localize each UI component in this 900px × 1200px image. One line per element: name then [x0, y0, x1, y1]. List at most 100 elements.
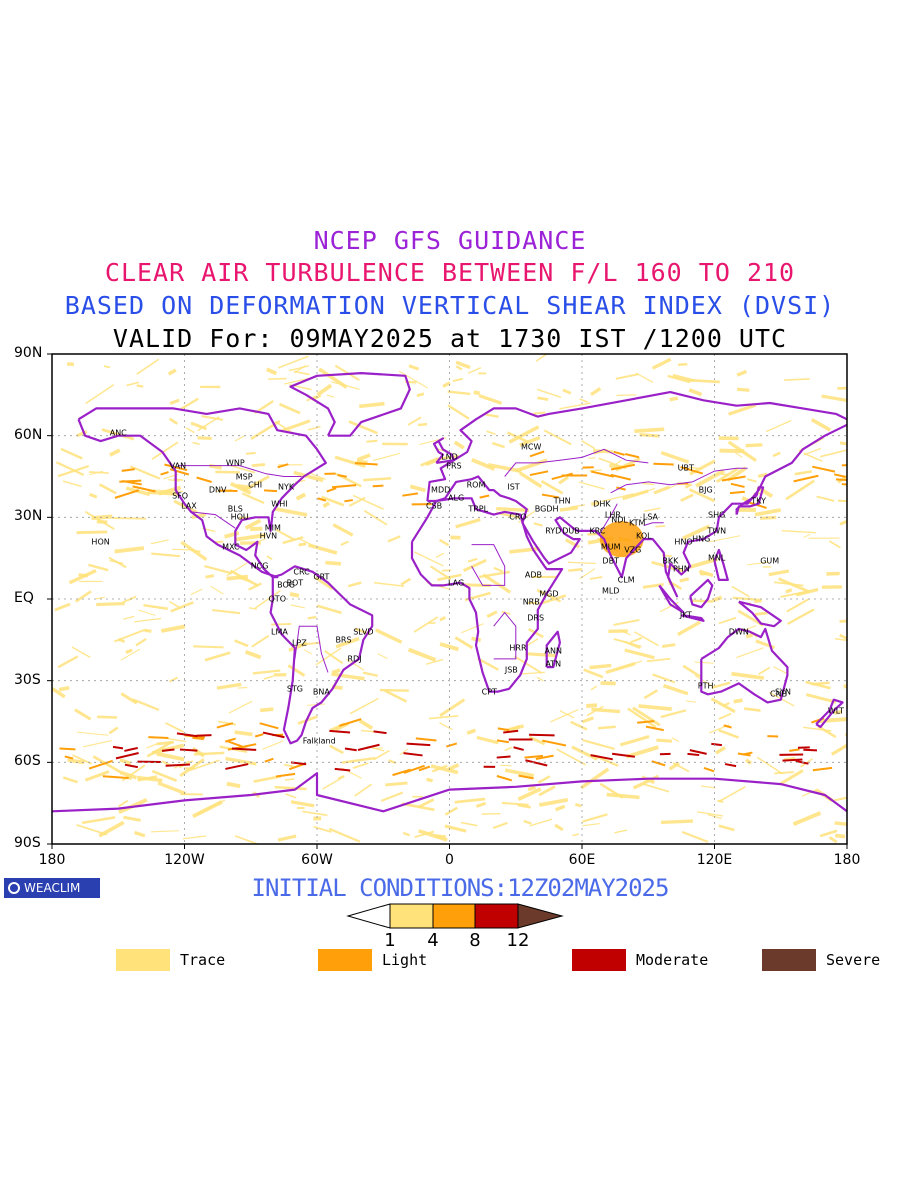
trace-patch — [263, 675, 274, 680]
trace-patch — [204, 564, 233, 575]
legend-moderate: Moderate — [572, 949, 708, 971]
city-label: TWN — [707, 526, 727, 536]
trace-patch — [486, 610, 498, 619]
legend-label: Light — [382, 951, 428, 969]
trace-patch — [380, 791, 404, 802]
trace-patch — [835, 637, 847, 644]
city-label: CLM — [617, 575, 635, 585]
trace-patch — [316, 383, 333, 397]
moderate-patch — [611, 752, 636, 758]
trace-patch — [440, 454, 459, 460]
trace-patch — [816, 495, 835, 502]
trace-patch — [834, 821, 847, 828]
city-label: KRC — [589, 526, 606, 536]
light-patch — [835, 478, 847, 482]
trace-patch — [515, 458, 548, 473]
trace-patch — [685, 700, 696, 703]
trace-patch — [372, 452, 401, 462]
trace-patch — [805, 693, 837, 704]
border — [599, 503, 618, 534]
trace-patch — [210, 585, 224, 595]
trace-patch — [745, 443, 763, 448]
city-label: MSP — [235, 472, 253, 481]
city-label: NDL — [611, 515, 628, 525]
trace-patch — [613, 619, 640, 626]
trace-patch — [363, 477, 392, 482]
trace-patch — [241, 492, 265, 505]
light-patch — [624, 453, 640, 459]
light-patch — [721, 475, 746, 482]
trace-patch — [467, 557, 478, 563]
trace-patch — [463, 583, 491, 588]
trace-patch — [60, 447, 83, 460]
trace-patch — [562, 388, 572, 395]
trace-patch — [337, 775, 345, 780]
trace-patch — [581, 440, 596, 450]
trace-patch — [332, 523, 354, 537]
trace-patch — [62, 776, 78, 784]
city-label: HRR — [509, 643, 527, 653]
trace-patch — [525, 652, 557, 658]
trace-patch — [525, 638, 539, 648]
trace-patch — [582, 813, 608, 823]
coastline — [815, 698, 844, 728]
trace-patch — [447, 404, 470, 420]
trace-patch — [615, 373, 639, 380]
trace-patch — [655, 525, 666, 528]
trace-patch — [743, 707, 761, 712]
trace-patch — [586, 705, 604, 717]
light-patch — [339, 718, 362, 727]
legend-severe: Severe — [762, 949, 880, 971]
trace-patch — [785, 588, 793, 594]
trace-patch — [774, 771, 794, 775]
trace-patch — [818, 716, 847, 724]
trace-patch — [307, 425, 321, 431]
city-label: TRPL — [468, 504, 489, 514]
trace-patch — [134, 617, 162, 623]
city-label: ANN — [544, 646, 563, 656]
trace-patch — [284, 377, 311, 385]
light-patch — [793, 474, 819, 483]
light-patch — [275, 772, 296, 778]
lat-label: 90S — [14, 835, 41, 851]
trace-patch — [635, 372, 654, 384]
trace-patch — [88, 563, 109, 572]
city-label: MNL — [708, 553, 726, 563]
moderate-patch — [176, 732, 198, 738]
trace-patch — [434, 834, 446, 839]
trace-patch — [550, 709, 579, 723]
trace-patch — [708, 535, 741, 543]
coastline — [689, 578, 714, 609]
legend-label: Trace — [180, 951, 226, 969]
trace-patch — [413, 616, 439, 633]
trace-patch — [150, 830, 180, 833]
colorbar-moderate — [474, 903, 519, 929]
city-label: KOL — [636, 531, 652, 541]
legend-swatch-moderate — [572, 949, 626, 971]
city-label: HNG — [692, 534, 711, 544]
city-label: MCW — [521, 442, 542, 452]
trace-patch — [442, 381, 451, 388]
trace-patch — [281, 419, 311, 433]
india-light-area — [599, 521, 644, 558]
trace-patch — [62, 480, 82, 488]
trace-patch — [388, 759, 397, 765]
trace-patch — [234, 639, 249, 648]
trace-patch — [225, 756, 257, 766]
light-patch — [610, 463, 636, 471]
city-label: HNO — [674, 537, 693, 547]
trace-patch — [537, 396, 549, 401]
legend-swatch-trace — [116, 949, 170, 971]
trace-patch — [572, 833, 579, 837]
initial-conditions: INITIAL CONDITIONS:12Z02MAY2025 — [251, 874, 670, 902]
light-patch — [132, 485, 156, 493]
colorbar-light — [432, 903, 476, 929]
light-patch — [789, 748, 800, 752]
trace-patch — [85, 384, 115, 405]
light-patch — [337, 473, 347, 478]
trace-patch — [745, 758, 753, 765]
trace-patch — [318, 367, 348, 389]
light-patch — [723, 724, 732, 729]
city-label: TKY — [751, 496, 767, 506]
trace-patch — [772, 451, 781, 458]
